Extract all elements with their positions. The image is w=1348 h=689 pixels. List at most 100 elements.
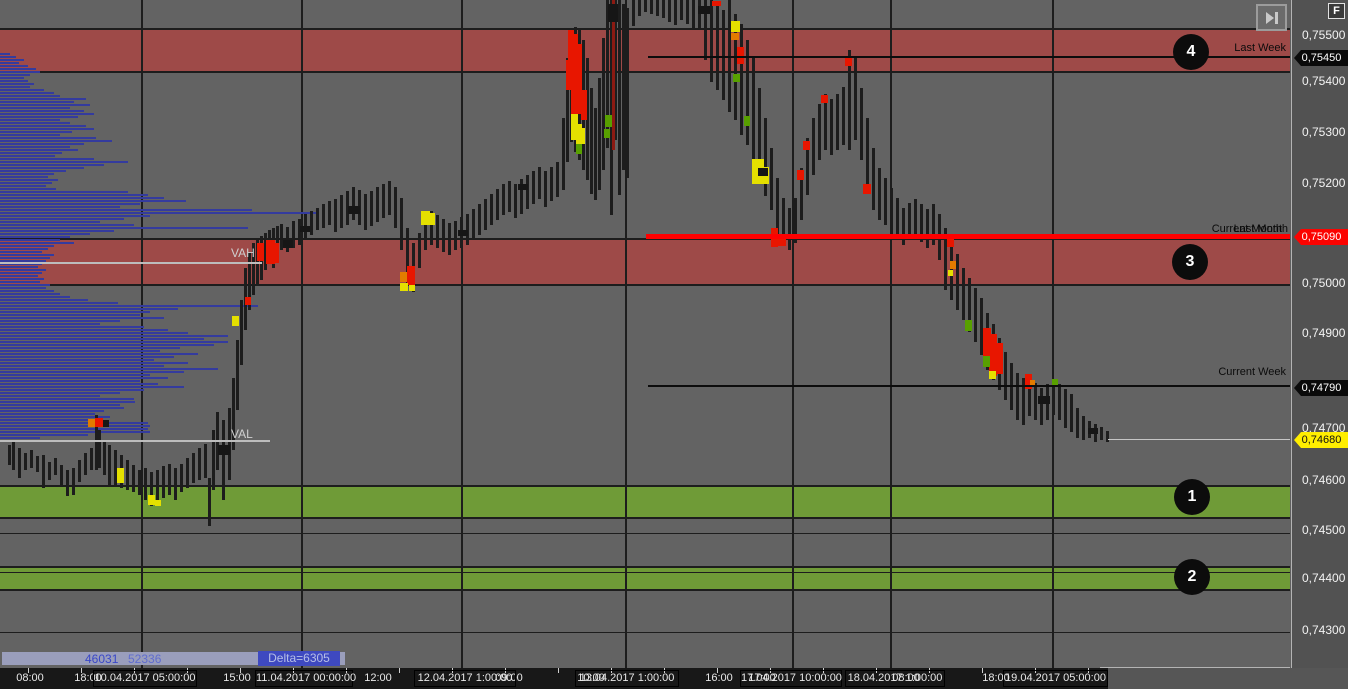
footprint-cell-red bbox=[575, 44, 582, 114]
price-bar bbox=[1070, 394, 1073, 432]
volume-profile-bar bbox=[0, 185, 46, 187]
price-bar bbox=[520, 179, 523, 214]
price-bar bbox=[836, 94, 839, 150]
volume-profile-bar bbox=[0, 287, 46, 289]
price-axis-label: 0,75200 bbox=[1302, 176, 1346, 190]
volume-profile-bar bbox=[0, 182, 52, 184]
session-date-box: 11.04.2017 00:00:00 bbox=[255, 670, 356, 687]
price-bar bbox=[42, 455, 45, 488]
time-axis-label: 17:00 bbox=[748, 672, 776, 684]
demand-zone bbox=[0, 567, 1290, 589]
price-bar bbox=[1022, 378, 1025, 425]
volume-profile-bar bbox=[0, 269, 46, 271]
footprint-cell-red bbox=[1025, 374, 1032, 389]
horizontal-gridline bbox=[0, 632, 1290, 633]
volume-profile-bar bbox=[0, 386, 184, 388]
volume-profile-bar bbox=[0, 371, 184, 373]
chart-area[interactable]: VAH VAL Last Week Current Week Last Mont… bbox=[0, 0, 1290, 668]
price-bar bbox=[394, 187, 397, 228]
price-bar bbox=[418, 233, 421, 268]
footprint-cell-red bbox=[407, 266, 415, 285]
volume-profile-bar bbox=[0, 398, 134, 400]
volume-profile-bar bbox=[0, 191, 128, 193]
price-bar bbox=[292, 221, 295, 248]
footprint-cell-red bbox=[803, 141, 810, 150]
price-bar bbox=[430, 211, 433, 245]
time-axis[interactable]: 08:00 18:00 15:00 12:00 09:00 10:00 16:00 17:00… bbox=[0, 668, 1348, 689]
price-bar bbox=[103, 440, 106, 475]
price-bar bbox=[132, 465, 135, 492]
price-bar bbox=[222, 420, 225, 500]
volume-profile-bar bbox=[0, 299, 88, 301]
volume-profile-bar bbox=[0, 272, 42, 274]
volume-profile-bar bbox=[0, 98, 86, 100]
volume-profile-bar bbox=[0, 83, 34, 85]
price-bar bbox=[448, 223, 451, 255]
volume-profile-bar bbox=[0, 341, 228, 343]
price-bar bbox=[240, 300, 243, 365]
price-bar bbox=[544, 171, 547, 207]
price-bar bbox=[680, 0, 683, 20]
volume-profile-bar bbox=[0, 149, 78, 151]
price-bar bbox=[472, 209, 475, 240]
horizontal-gridline bbox=[0, 566, 1290, 568]
footprint-cell-green bbox=[605, 115, 612, 127]
price-bar bbox=[298, 219, 301, 245]
price-bar bbox=[36, 456, 39, 472]
footprint-cell-red bbox=[983, 328, 991, 364]
price-bar bbox=[78, 460, 81, 482]
price-bar bbox=[72, 468, 75, 495]
price-bar bbox=[746, 40, 749, 145]
f-badge[interactable]: F bbox=[1328, 3, 1345, 19]
price-bar bbox=[174, 468, 177, 500]
volume-profile-bar bbox=[0, 218, 124, 220]
footprint-cell-red bbox=[95, 418, 103, 427]
volume-profile-bar bbox=[0, 242, 74, 244]
volume-profile-bar bbox=[0, 110, 84, 112]
price-bar bbox=[550, 167, 553, 201]
horizontal-gridline bbox=[0, 517, 1290, 519]
price-bar bbox=[1106, 431, 1109, 442]
val-label: VAL bbox=[231, 427, 253, 441]
demand-zone bbox=[0, 486, 1290, 517]
horizontal-gridline bbox=[0, 284, 1290, 286]
volume-profile-bar bbox=[0, 368, 218, 370]
footprint-cell-red bbox=[989, 334, 997, 376]
zone-marker-1: 1 bbox=[1174, 479, 1210, 515]
volume-profile-bar bbox=[0, 248, 48, 250]
price-bar bbox=[626, 8, 629, 178]
price-bar bbox=[95, 415, 98, 470]
price-bar bbox=[532, 171, 535, 204]
volume-profile-bar bbox=[0, 296, 70, 298]
footprint-cell-dark bbox=[608, 4, 618, 22]
volume-profile-bar bbox=[0, 131, 72, 133]
price-bar bbox=[956, 254, 959, 310]
price-bar bbox=[508, 181, 511, 212]
session-date-box: 17.04.2017 10:00:00 bbox=[740, 670, 842, 687]
price-bar bbox=[526, 175, 529, 209]
volume-profile-bar bbox=[0, 257, 50, 259]
footprint-cell-red bbox=[737, 47, 744, 64]
volume-profile-bar bbox=[0, 56, 16, 58]
price-bar bbox=[280, 224, 283, 250]
volume-profile-bar bbox=[0, 65, 28, 67]
volume-profile-bar bbox=[0, 236, 70, 238]
vah-label: VAH bbox=[231, 246, 255, 260]
price-bar bbox=[962, 268, 965, 320]
volume-profile-bar bbox=[0, 224, 134, 226]
volume-profile-bar bbox=[0, 128, 94, 130]
price-bar bbox=[276, 226, 279, 258]
fast-forward-button[interactable] bbox=[1256, 4, 1287, 31]
footprint-cell-red bbox=[581, 90, 587, 120]
price-bar bbox=[382, 184, 385, 218]
volume-profile-bar bbox=[0, 335, 228, 337]
ask-volume-value: 52336 bbox=[128, 652, 162, 666]
price-bar bbox=[926, 209, 929, 248]
price-bar bbox=[388, 181, 391, 215]
horizontal-gridline bbox=[0, 238, 1290, 240]
price-bar bbox=[884, 178, 887, 225]
price-bar bbox=[650, 0, 653, 14]
price-bar bbox=[968, 278, 971, 332]
price-axis[interactable]: F 0,75500 0,75400 0,75300 0,75200 0,75000 0,7… bbox=[1291, 0, 1348, 668]
price-bar bbox=[126, 460, 129, 490]
